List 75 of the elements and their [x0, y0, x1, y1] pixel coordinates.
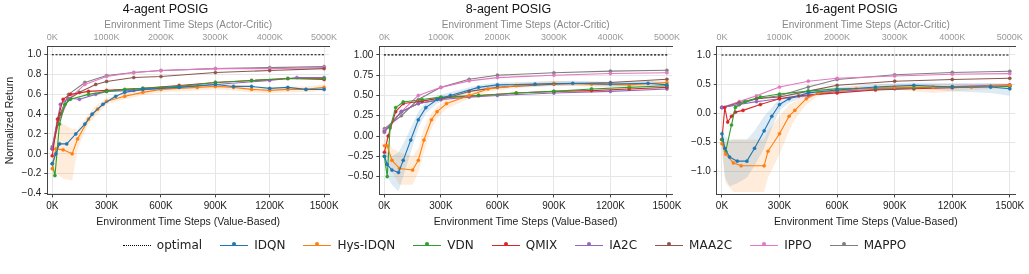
chart-title: 16-agent POSIG [805, 1, 898, 16]
x2-axis-title: Environment Time Steps (Actor-Critic) [104, 18, 273, 30]
x-tick-label: 1200K [937, 200, 968, 212]
x2-tick-label: 0K [378, 31, 390, 42]
chart-title: 8-agent POSIG [465, 1, 552, 16]
y-tick-label: 0.6 [27, 88, 42, 100]
x2-tick-label: 4000K [939, 31, 966, 42]
y-tick-label: 0.75 [353, 68, 374, 80]
y-axis-title: Normalized Return [3, 76, 16, 165]
x2-tick-label: 4000K [597, 31, 624, 42]
x-axis-title: Environment Time Steps (Value-Based) [96, 214, 280, 227]
legend-label: optimal [156, 238, 203, 252]
x-tick-label: 1200K [595, 200, 626, 212]
y-tick-label: −0.2 [21, 167, 42, 179]
x-tick-label: 600K [149, 200, 173, 212]
x2-tick-label: 2000K [484, 31, 511, 42]
y-tick-label: −0.5 [690, 136, 712, 148]
x2-tick-label: 1000K [427, 31, 454, 42]
x2-tick-label: 0K [716, 31, 728, 42]
y-tick-label: 0.25 [353, 109, 374, 121]
x-tick-label: 300K [94, 200, 119, 212]
x-tick-label: 600K [825, 200, 850, 212]
x-tick-label: 1200K [255, 200, 285, 212]
x2-tick-label: 1000K [766, 31, 793, 42]
y-tick-label: −1.0 [690, 165, 712, 177]
x2-tick-label: 4000K [256, 31, 283, 42]
x-tick-label: 0K [715, 200, 729, 212]
legend-label: IDQN [254, 238, 286, 252]
x2-tick-label: 2000K [824, 31, 851, 42]
x-tick-label: 300K [767, 200, 792, 212]
x-tick-label: 0K [378, 200, 391, 212]
x-tick-label: 600K [485, 200, 510, 212]
y-tick-label: 0.8 [27, 68, 42, 80]
y-tick-label: −0.50 [347, 170, 374, 182]
legend-label: MAPPO [863, 238, 907, 252]
legend-label: MAA2C [689, 238, 733, 252]
x-tick-label: 1500K [652, 200, 682, 212]
y-tick-label: −0.25 [347, 150, 374, 162]
legend-label: QMIX [525, 238, 558, 252]
y-tick-label: 1.0 [696, 48, 712, 60]
y-tick-label: 0.4 [27, 107, 42, 119]
x-axis-title: Environment Time Steps (Value-Based) [774, 214, 958, 227]
x-tick-label: 900K [882, 200, 907, 212]
x-tick-label: 1500K [995, 200, 1025, 212]
x2-tick-label: 0K [46, 31, 58, 42]
x-axis-title: Environment Time Steps (Value-Based) [433, 214, 618, 227]
x2-tick-label: 5000K [653, 31, 680, 42]
x2-tick-label: 5000K [311, 31, 338, 42]
y-tick-label: 1.0 [27, 48, 42, 60]
y-tick-label: 0.00 [353, 129, 374, 141]
y-tick-label: 0.2 [27, 127, 42, 139]
y-tick-label: 0.0 [27, 147, 42, 159]
legend-label: IA2C [609, 238, 638, 252]
x-tick-label: 0K [46, 200, 59, 212]
chart-title: 4-agent POSIG [122, 1, 209, 16]
legend-label: Hys-IDQN [337, 238, 396, 252]
x-tick-label: 900K [542, 200, 566, 212]
x2-tick-label: 3000K [881, 31, 908, 42]
x-tick-label: 1500K [309, 200, 339, 212]
x2-tick-label: 1000K [93, 31, 120, 42]
y-tick-label: 0.50 [353, 89, 374, 101]
legend-label: IPPO [784, 238, 812, 252]
legend-label: VDN [447, 238, 474, 252]
y-tick-label: 0.5 [696, 77, 712, 89]
x2-tick-label: 3000K [540, 31, 567, 42]
x2-tick-label: 3000K [202, 31, 229, 42]
y-tick-label: 0.0 [696, 107, 712, 119]
x2-tick-label: 2000K [147, 31, 174, 42]
x2-axis-title: Environment Time Steps (Actor-Critic) [781, 18, 950, 30]
y-tick-label: 1.00 [353, 48, 374, 60]
x-tick-label: 900K [203, 200, 228, 212]
x2-axis-title: Environment Time Steps (Actor-Critic) [441, 18, 610, 30]
x2-tick-label: 5000K [996, 31, 1023, 42]
y-tick-label: −0.4 [21, 187, 42, 199]
x-tick-label: 300K [429, 200, 453, 212]
